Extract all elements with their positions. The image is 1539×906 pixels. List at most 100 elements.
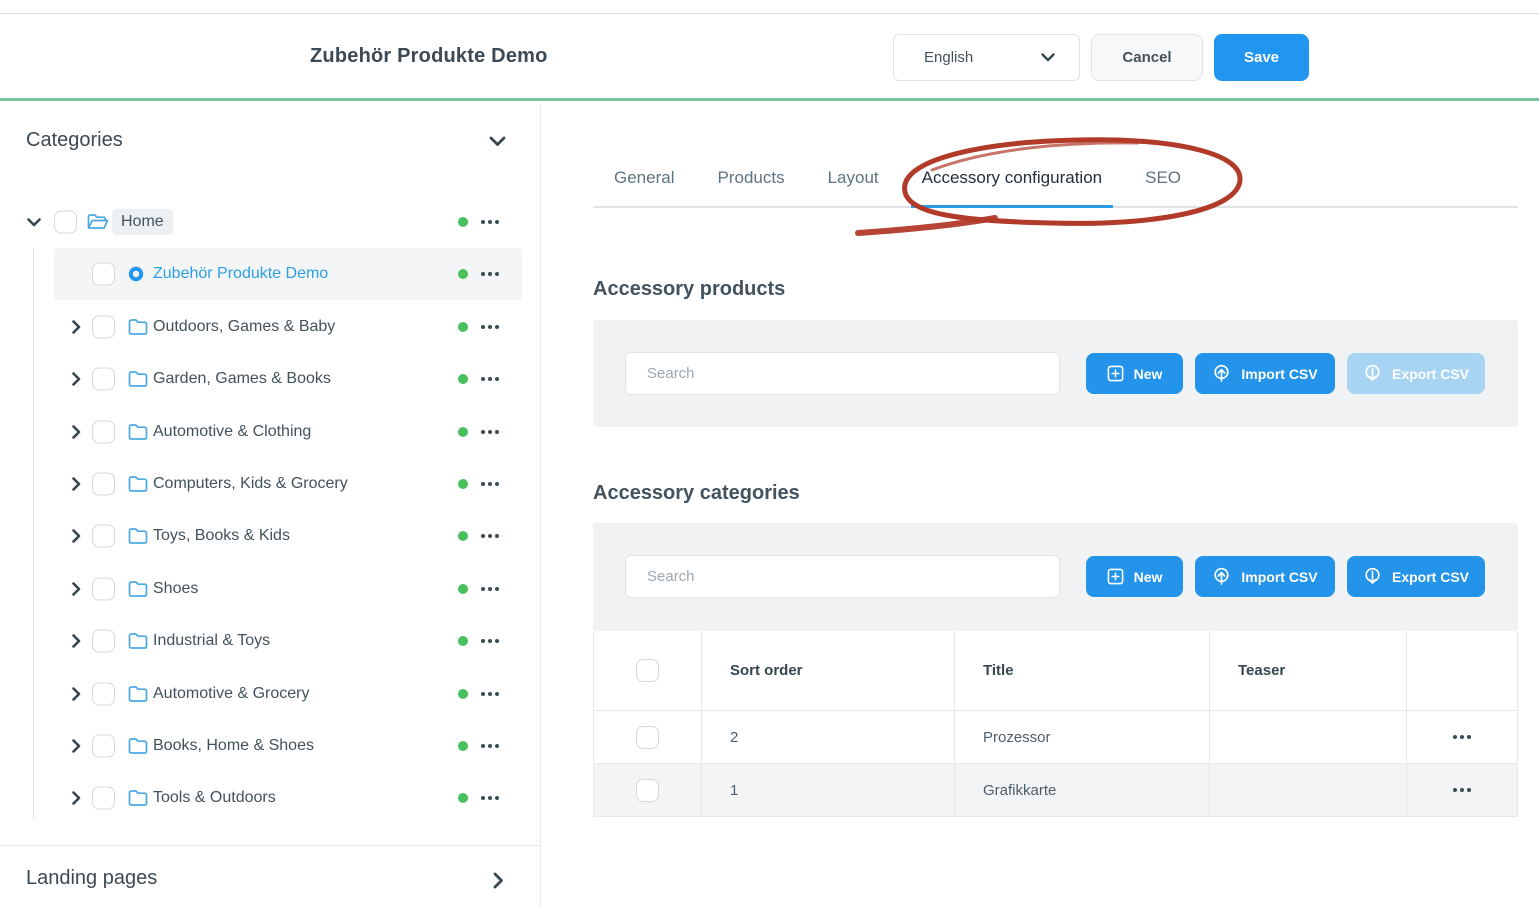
save-button[interactable]: Save (1214, 34, 1309, 81)
tree-item-label[interactable]: Toys, Books & Kids (153, 527, 290, 544)
tree-item[interactable]: Zubehör Produkte Demo (0, 248, 541, 300)
language-select[interactable]: English (893, 34, 1080, 81)
chevron-right-icon[interactable] (493, 872, 504, 894)
overflow-menu-button[interactable] (479, 583, 501, 595)
tab-accessory-configuration[interactable]: Accessory configuration (910, 158, 1114, 208)
main-content: General Products Layout Accessory configura… (542, 104, 1539, 906)
folder-icon (128, 633, 148, 650)
column-header-title[interactable]: Title (955, 631, 1210, 710)
sidebar-divider (0, 845, 541, 846)
folder-icon (128, 528, 148, 545)
chevron-right-icon[interactable] (68, 738, 84, 754)
chevron-right-icon[interactable] (68, 528, 84, 544)
cell-title: Grafikkarte (955, 764, 1210, 816)
overflow-menu-button[interactable] (1451, 784, 1473, 796)
tree-item[interactable]: Automotive & Grocery (0, 668, 541, 720)
tree-item-label[interactable]: Computers, Kids & Grocery (153, 475, 348, 492)
overflow-menu-button[interactable] (479, 373, 501, 385)
tree-item[interactable]: Computers, Kids & Grocery (0, 458, 541, 510)
tree-item-label[interactable]: Shoes (153, 580, 199, 597)
checkbox[interactable] (92, 734, 115, 758)
tree-item[interactable]: Books, Home & Shoes (0, 720, 541, 772)
overflow-menu-button[interactable] (479, 321, 501, 333)
new-button[interactable]: New (1086, 556, 1183, 597)
select-all-checkbox[interactable] (636, 659, 659, 682)
tree-item[interactable]: Toys, Books & Kids (0, 510, 541, 562)
status-dot (458, 322, 468, 332)
checkbox[interactable] (92, 524, 115, 548)
chevron-right-icon[interactable] (68, 790, 84, 806)
table-row[interactable]: 2 Prozessor (594, 710, 1517, 763)
overflow-menu-button[interactable] (479, 792, 501, 804)
tree-item-label[interactable]: Tools & Outdoors (153, 789, 276, 806)
status-dot (458, 531, 468, 541)
checkbox[interactable] (92, 472, 115, 496)
sidebar-item-landing-pages[interactable]: Landing pages (26, 867, 158, 889)
download-icon (1365, 364, 1380, 381)
tree-item-label[interactable]: Zubehör Produkte Demo (153, 265, 329, 282)
tree-item[interactable]: Garden, Games & Books (0, 353, 541, 405)
overflow-menu-button[interactable] (479, 635, 501, 647)
column-header-teaser[interactable]: Teaser (1210, 631, 1407, 710)
overflow-menu-button[interactable] (1451, 731, 1473, 743)
checkbox[interactable] (636, 725, 659, 749)
chevron-down-icon[interactable] (489, 134, 506, 152)
tree-item[interactable]: Outdoors, Games & Baby (0, 301, 541, 353)
chevron-right-icon[interactable] (68, 633, 84, 649)
chevron-down-icon (1041, 53, 1055, 62)
chevron-right-icon[interactable] (68, 371, 84, 387)
tree-item-label[interactable]: Home (112, 209, 173, 235)
overflow-menu-button[interactable] (479, 478, 501, 490)
tree-item[interactable]: Industrial & Toys (0, 615, 541, 667)
folder-icon (128, 424, 148, 441)
checkbox[interactable] (92, 315, 115, 339)
chevron-down-icon[interactable] (26, 214, 42, 230)
checkbox[interactable] (92, 682, 115, 706)
tree-item-label[interactable]: Books, Home & Shoes (153, 737, 314, 754)
export-csv-button[interactable]: Export CSV (1347, 556, 1485, 597)
tree-item-label[interactable]: Industrial & Toys (153, 632, 271, 649)
tree-item[interactable]: Home (0, 196, 541, 248)
cancel-button[interactable]: Cancel (1091, 34, 1203, 81)
overflow-menu-button[interactable] (479, 740, 501, 752)
checkbox[interactable] (92, 786, 115, 810)
tree-item[interactable]: Shoes (0, 563, 541, 615)
tree-item[interactable]: Automotive & Clothing (0, 406, 541, 458)
tab-seo[interactable]: SEO (1145, 168, 1182, 187)
checkbox[interactable] (92, 367, 115, 391)
tree-item-label[interactable]: Automotive & Grocery (153, 685, 310, 702)
tab-layout[interactable]: Layout (827, 168, 879, 187)
checkbox[interactable] (92, 420, 115, 444)
overflow-menu-button[interactable] (479, 688, 501, 700)
tab-general[interactable]: General (614, 168, 675, 187)
section-heading-accessory-products: Accessory products (593, 278, 786, 300)
chevron-right-icon[interactable] (68, 319, 84, 335)
tab-products[interactable]: Products (717, 168, 785, 187)
search-input[interactable] (625, 352, 1060, 395)
search-input[interactable] (625, 555, 1060, 598)
chevron-right-icon[interactable] (68, 686, 84, 702)
chevron-right-icon[interactable] (68, 424, 84, 440)
import-csv-button[interactable]: Import CSV (1195, 353, 1335, 394)
overflow-menu-button[interactable] (479, 530, 501, 542)
tree-item-label[interactable]: Automotive & Clothing (153, 423, 312, 440)
tree-item[interactable]: Tools & Outdoors (0, 772, 541, 824)
status-dot (458, 269, 468, 279)
chevron-right-icon[interactable] (68, 476, 84, 492)
checkbox[interactable] (92, 629, 115, 653)
tree-item-label[interactable]: Outdoors, Games & Baby (153, 318, 336, 335)
checkbox[interactable] (92, 262, 115, 286)
import-csv-button[interactable]: Import CSV (1195, 556, 1335, 597)
checkbox[interactable] (636, 778, 659, 802)
export-csv-button[interactable]: Export CSV (1347, 353, 1485, 394)
chevron-right-icon[interactable] (68, 581, 84, 597)
overflow-menu-button[interactable] (479, 216, 501, 228)
column-header-sort-order[interactable]: Sort order (702, 631, 955, 710)
overflow-menu-button[interactable] (479, 268, 501, 280)
checkbox[interactable] (92, 577, 115, 601)
tree-item-label[interactable]: Garden, Games & Books (153, 370, 331, 387)
new-button[interactable]: New (1086, 353, 1183, 394)
overflow-menu-button[interactable] (479, 426, 501, 438)
table-row[interactable]: 1 Grafikkarte (594, 763, 1517, 816)
checkbox[interactable] (54, 210, 77, 234)
